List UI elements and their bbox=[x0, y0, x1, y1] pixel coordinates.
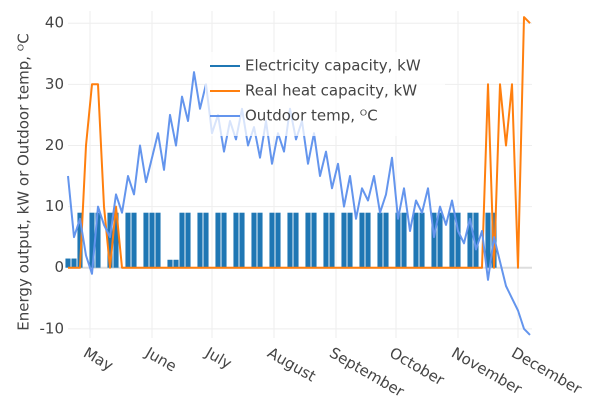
bar bbox=[113, 212, 119, 268]
bar bbox=[395, 212, 401, 268]
y-tick-label: -10 bbox=[40, 319, 65, 337]
legend-box bbox=[205, 52, 445, 136]
bar bbox=[239, 212, 245, 268]
bar bbox=[383, 212, 389, 268]
bar bbox=[251, 212, 257, 268]
bar bbox=[125, 212, 131, 268]
y-tick-label: 40 bbox=[45, 14, 64, 32]
legend-label: Real heat capacity, kW bbox=[245, 82, 417, 100]
x-tick-label: August bbox=[264, 344, 319, 386]
x-tick-label: May bbox=[80, 344, 116, 375]
legend-label: Electricity capacity, kW bbox=[245, 57, 421, 75]
bar bbox=[323, 212, 329, 268]
y-tick-label: 10 bbox=[45, 197, 64, 215]
x-tick-label: July bbox=[202, 343, 235, 373]
bar bbox=[305, 212, 311, 268]
bar bbox=[269, 212, 275, 268]
bar bbox=[401, 212, 407, 268]
bar bbox=[287, 212, 293, 268]
bar bbox=[347, 212, 353, 268]
bar bbox=[95, 212, 101, 268]
bar bbox=[455, 212, 461, 268]
bar bbox=[485, 212, 491, 268]
plot bbox=[65, 16, 531, 336]
bar bbox=[143, 212, 149, 268]
bar bbox=[359, 212, 365, 268]
bar bbox=[221, 212, 227, 268]
bar bbox=[167, 259, 173, 268]
bar bbox=[473, 212, 479, 268]
bar bbox=[467, 212, 473, 268]
bar bbox=[431, 212, 437, 268]
bar bbox=[437, 212, 443, 268]
bar bbox=[449, 212, 455, 268]
bar bbox=[203, 212, 209, 268]
bar bbox=[149, 212, 155, 268]
bar bbox=[413, 212, 419, 268]
bar bbox=[131, 212, 137, 268]
bar bbox=[197, 212, 203, 268]
bar bbox=[71, 258, 77, 268]
line bbox=[68, 16, 531, 269]
bar bbox=[155, 212, 161, 268]
bar bbox=[365, 212, 371, 268]
legend: Electricity capacity, kW Real heat capaci… bbox=[205, 52, 445, 136]
bar bbox=[233, 212, 239, 268]
bar bbox=[341, 212, 347, 268]
bar bbox=[89, 212, 95, 268]
legend-label: Outdoor temp, ᴼC bbox=[245, 107, 378, 125]
y-tick-label: 0 bbox=[54, 258, 64, 276]
y-tick-label: 20 bbox=[45, 136, 64, 154]
bar bbox=[173, 259, 179, 268]
bar bbox=[311, 212, 317, 268]
bar bbox=[275, 212, 281, 268]
y-axis-title: Energy output, kW or Outdoor temp, ᴼC bbox=[15, 33, 33, 330]
x-tick-label: June bbox=[142, 343, 180, 375]
bar bbox=[107, 212, 113, 268]
bar bbox=[185, 212, 191, 268]
bar bbox=[179, 212, 185, 268]
y-tick-label: 30 bbox=[45, 75, 64, 93]
bar bbox=[329, 212, 335, 268]
bar bbox=[377, 212, 383, 268]
bar bbox=[293, 212, 299, 268]
bar bbox=[65, 258, 71, 268]
bar bbox=[419, 212, 425, 268]
bar bbox=[257, 212, 263, 268]
bar bbox=[215, 212, 221, 268]
bar bbox=[77, 212, 83, 268]
